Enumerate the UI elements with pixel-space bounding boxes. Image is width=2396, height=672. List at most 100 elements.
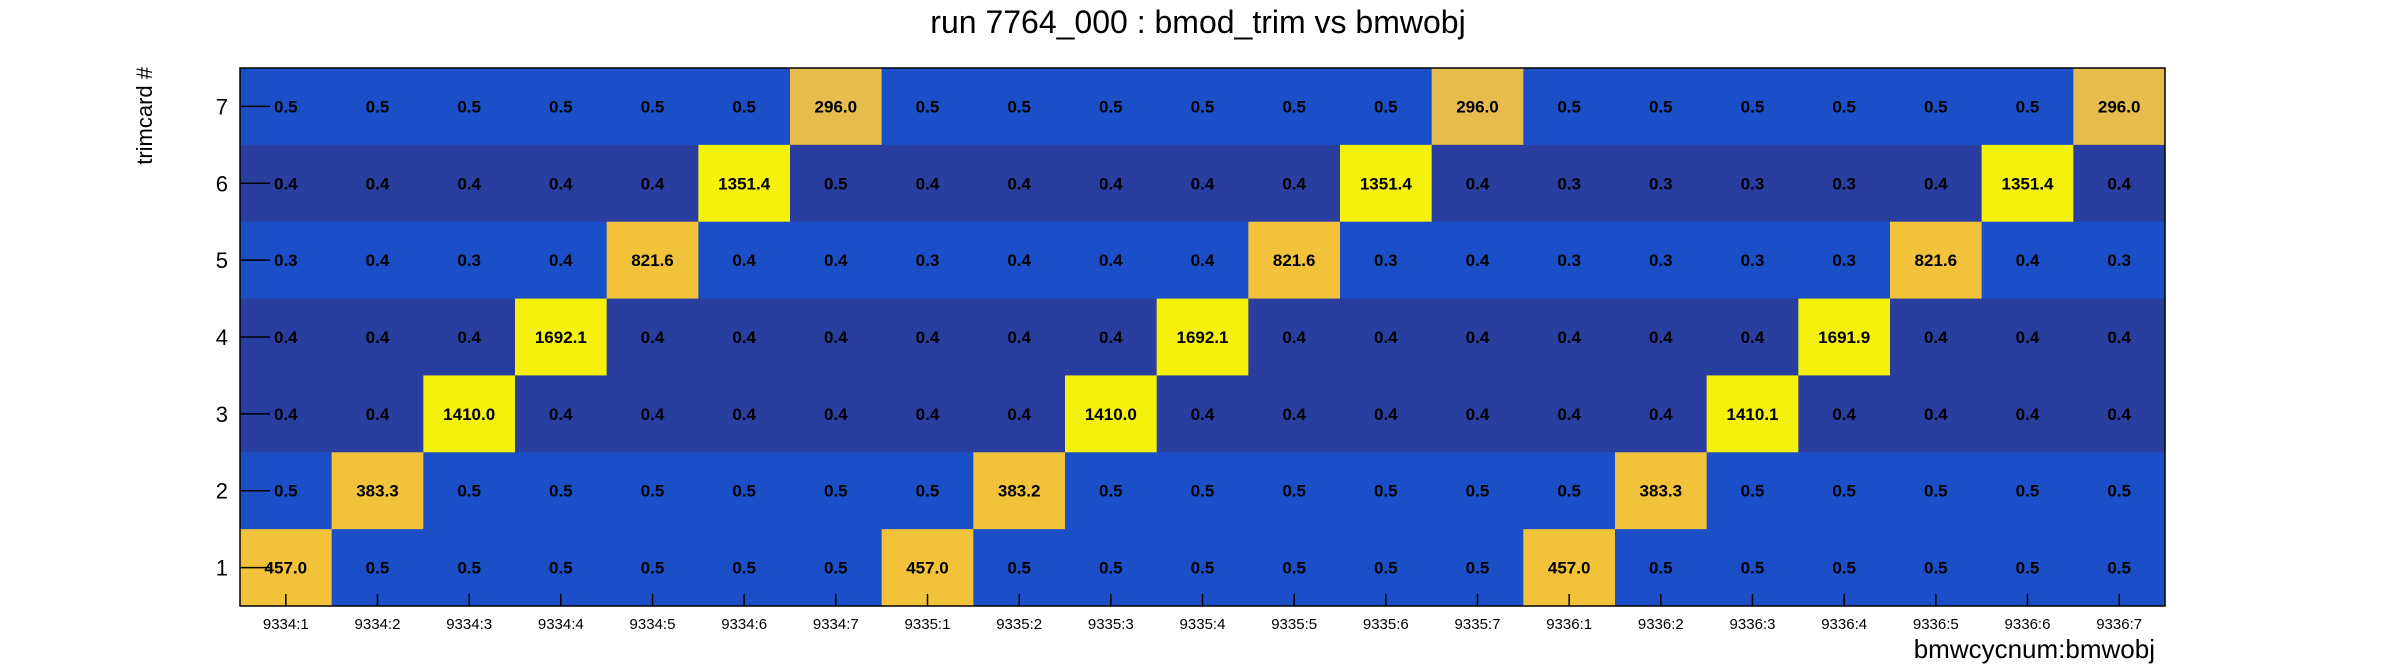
heatmap-cell: [1981, 68, 2074, 146]
heatmap-cell: [1890, 452, 1983, 530]
x-tick-label: 9334:5: [630, 616, 676, 633]
heatmap-cell: [331, 298, 424, 376]
cell-value-label: 383.3: [356, 482, 399, 501]
cell-value-label: 0.5: [732, 482, 756, 501]
cell-value-label: 0.4: [274, 174, 298, 193]
heatmap-cell: [1340, 221, 1433, 300]
heatmap-cell: [1615, 375, 1708, 453]
heatmap-cell: [1340, 144, 1433, 223]
heatmap-cell: [1890, 144, 1983, 223]
cell-value-label: 0.4: [1649, 328, 1673, 347]
heatmap-cell: [1065, 221, 1158, 300]
heatmap-cell: [606, 298, 699, 376]
cell-value-label: 0.3: [1374, 251, 1398, 270]
heatmap-cell: [423, 452, 516, 530]
cell-labels: 0.5 0.5 0.5 0.5 0.5 0.5 296.0 0.5 0.5 0.5 0.5 0.5 0.…: [265, 97, 2141, 577]
cell-value-label: 0.5: [1741, 97, 1765, 116]
cell-value-label: 0.5: [916, 97, 940, 116]
heatmap-cell: [1523, 452, 1616, 530]
heatmap-cell: [1431, 529, 1524, 607]
cell-value-label: 0.4: [1007, 174, 1031, 193]
cell-value-label: 0.4: [1557, 328, 1581, 347]
heatmap-cell: [1431, 68, 1524, 146]
cell-value-label: 0.5: [1832, 482, 1856, 501]
heatmap-cell: [1706, 298, 1799, 376]
cell-value-label: 0.5: [641, 97, 665, 116]
cell-value-label: 1692.1: [535, 328, 587, 347]
heatmap-cell: [1615, 529, 1708, 607]
heatmap-cell: [1523, 221, 1616, 300]
x-tick-label: 9335:5: [1271, 616, 1317, 633]
heatmap-cell: [1798, 529, 1891, 607]
heatmap-cell: [973, 452, 1066, 530]
cell-value-label: 0.4: [2107, 174, 2131, 193]
heatmap-cell: [881, 375, 974, 453]
x-tick-label: 9335:4: [1180, 616, 1226, 633]
cell-value-label: 0.5: [1832, 559, 1856, 578]
cell-value-label: 457.0: [265, 559, 308, 578]
y-tick-label: 5: [216, 248, 228, 273]
y-tick-label: 4: [216, 325, 228, 350]
cell-value-label: 0.5: [366, 559, 390, 578]
cell-value-label: 0.5: [2107, 482, 2131, 501]
cell-value-label: 0.3: [2107, 251, 2131, 270]
cell-value-label: 0.5: [274, 482, 298, 501]
cell-value-label: 1351.4: [1360, 174, 1413, 193]
cell-value-label: 296.0: [2098, 97, 2141, 116]
heatmap-cell: [331, 375, 424, 453]
heatmap-cell: [1981, 221, 2074, 300]
heatmap-cell: [515, 68, 608, 146]
cell-value-label: 1351.4: [2002, 174, 2055, 193]
heatmap-cell: [1615, 144, 1708, 223]
heatmap-cell: [973, 144, 1066, 223]
cell-value-label: 0.4: [824, 251, 848, 270]
heatmap-cell: [606, 375, 699, 453]
heatmap-cell: [1706, 68, 1799, 146]
y-axis-label: trimcard #: [132, 66, 157, 165]
cell-value-label: 0.4: [1649, 405, 1673, 424]
y-tick-label: 6: [216, 171, 228, 196]
cell-value-label: 0.4: [549, 174, 573, 193]
heatmap-cell: [1065, 452, 1158, 530]
cell-value-label: 0.5: [2016, 559, 2040, 578]
heatmap-cell: [698, 144, 791, 223]
heatmap-cell: [606, 221, 699, 300]
heatmap-cell: [1248, 144, 1341, 223]
heatmap-cell: [1798, 375, 1891, 453]
heatmap-cell: [790, 375, 883, 453]
cell-value-label: 0.4: [366, 174, 390, 193]
cell-value-label: 0.4: [366, 251, 390, 270]
x-tick-label: 9336:4: [1821, 616, 1867, 633]
heatmap-cell: [1065, 298, 1158, 376]
heatmap-cell: [1156, 68, 1249, 146]
cell-value-label: 0.4: [1007, 251, 1031, 270]
cell-value-label: 821.6: [631, 251, 674, 270]
heatmap-cell: [1615, 68, 1708, 146]
cell-value-label: 0.3: [274, 251, 298, 270]
cell-value-label: 0.3: [916, 251, 940, 270]
heatmap-cell: [881, 452, 974, 530]
cell-value-label: 1351.4: [718, 174, 771, 193]
heatmap-cell: [1065, 144, 1158, 223]
heatmap-cell: [1340, 298, 1433, 376]
heatmap-cell: [1431, 375, 1524, 453]
cell-value-label: 0.3: [1741, 174, 1765, 193]
heatmap-cell: [331, 529, 424, 607]
cell-value-label: 0.4: [1832, 405, 1856, 424]
cell-value-label: 0.5: [457, 482, 481, 501]
cell-value-label: 0.4: [1282, 174, 1306, 193]
cell-value-label: 296.0: [1456, 97, 1499, 116]
heatmap-cell: [973, 298, 1066, 376]
x-tick-label: 9336:3: [1730, 616, 1776, 633]
heatmap-cell: [881, 529, 974, 607]
cell-value-label: 0.3: [1741, 251, 1765, 270]
cell-value-label: 0.5: [1557, 97, 1581, 116]
cell-value-label: 0.4: [732, 251, 756, 270]
x-tick-label: 9335:7: [1455, 616, 1501, 633]
heatmap-cell: [1431, 144, 1524, 223]
x-tick-label: 9334:7: [813, 616, 859, 633]
heatmap-cell: [1248, 452, 1341, 530]
heatmap-cell: [1340, 529, 1433, 607]
cell-value-label: 0.3: [1649, 251, 1673, 270]
heatmap-cell: [1798, 144, 1891, 223]
